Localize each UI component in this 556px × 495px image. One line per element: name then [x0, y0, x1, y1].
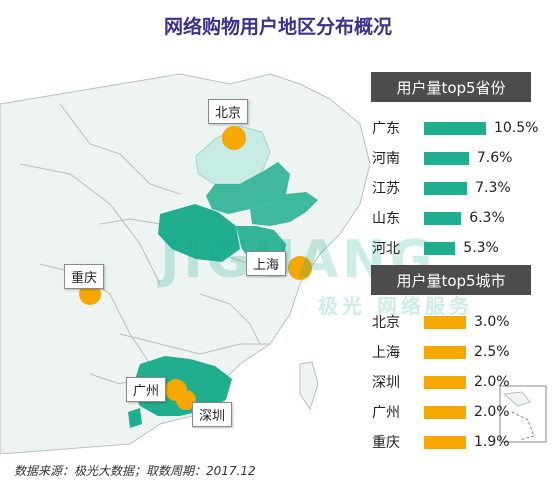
province-value: 6.3% [469, 210, 505, 226]
province-shandong [250, 192, 318, 226]
province-henan [158, 204, 240, 262]
china-map [0, 73, 547, 454]
city-name: 北京 [372, 315, 400, 331]
city-bar [424, 375, 466, 389]
province-panel-title: 用户量top5省份 [371, 72, 531, 102]
taiwan-island [299, 361, 319, 411]
callout-shenzhen: 深圳 [192, 402, 233, 427]
callout-beijing: 北京 [208, 99, 249, 124]
province-bar [424, 181, 468, 195]
province-bar [424, 211, 462, 225]
city-name: 重庆 [372, 435, 400, 451]
city-name: 广州 [372, 405, 400, 421]
city-bar [424, 405, 466, 419]
province-value: 7.3% [475, 180, 511, 196]
city-row: 北京 3.0% [372, 308, 542, 336]
callout-chongqing: 重庆 [64, 264, 105, 289]
province-name: 河北 [372, 241, 400, 257]
dot-shanghai [288, 256, 312, 280]
province-bar [424, 241, 456, 255]
callout-shanghai: 上海 [246, 251, 287, 276]
callout-guangzhou: 广州 [126, 377, 167, 402]
city-name: 上海 [372, 345, 400, 361]
province-hebei [206, 162, 290, 214]
province-name: 山东 [372, 211, 400, 227]
city-value: 3.0% [474, 314, 510, 330]
city-panel-title: 用户量top5城市 [371, 265, 531, 295]
province-row: 江苏 7.3% [372, 174, 542, 202]
city-row: 上海 2.5% [372, 338, 542, 366]
dot-beijing [222, 126, 246, 150]
city-row: 深圳 2.0% [372, 368, 542, 396]
city-bar [424, 345, 466, 359]
province-value: 5.3% [463, 240, 499, 256]
watermark-text: 极光 网络服务 [318, 294, 473, 318]
province-name: 广东 [372, 121, 400, 137]
city-bar [424, 315, 466, 329]
city-name: 深圳 [372, 375, 400, 391]
city-bar [424, 435, 466, 449]
dot-shenzhen [176, 390, 196, 410]
city-value: 1.9% [474, 434, 510, 450]
province-value: 7.6% [476, 150, 513, 166]
province-value: 10.5% [494, 120, 539, 136]
hainan-tip [128, 408, 142, 428]
city-value: 2.0% [474, 404, 510, 420]
province-bar [424, 151, 469, 165]
province-row: 河北 5.3% [372, 234, 542, 262]
city-value: 2.0% [474, 374, 510, 390]
province-name: 江苏 [372, 181, 400, 197]
province-row: 山东 6.3% [372, 204, 542, 232]
province-name: 河南 [372, 151, 400, 167]
page-title: 网络购物用户地区分布概况 [163, 16, 392, 38]
city-row: 广州 2.0% [372, 398, 542, 426]
city-row: 重庆 1.9% [372, 428, 542, 456]
province-bar [424, 121, 486, 135]
province-row: 河南 7.6% [372, 144, 542, 172]
province-row: 广东 10.5% [372, 114, 542, 142]
data-source: 数据来源：极光大数据；取数周期：2017.12 [14, 464, 256, 478]
city-value: 2.5% [474, 344, 510, 360]
